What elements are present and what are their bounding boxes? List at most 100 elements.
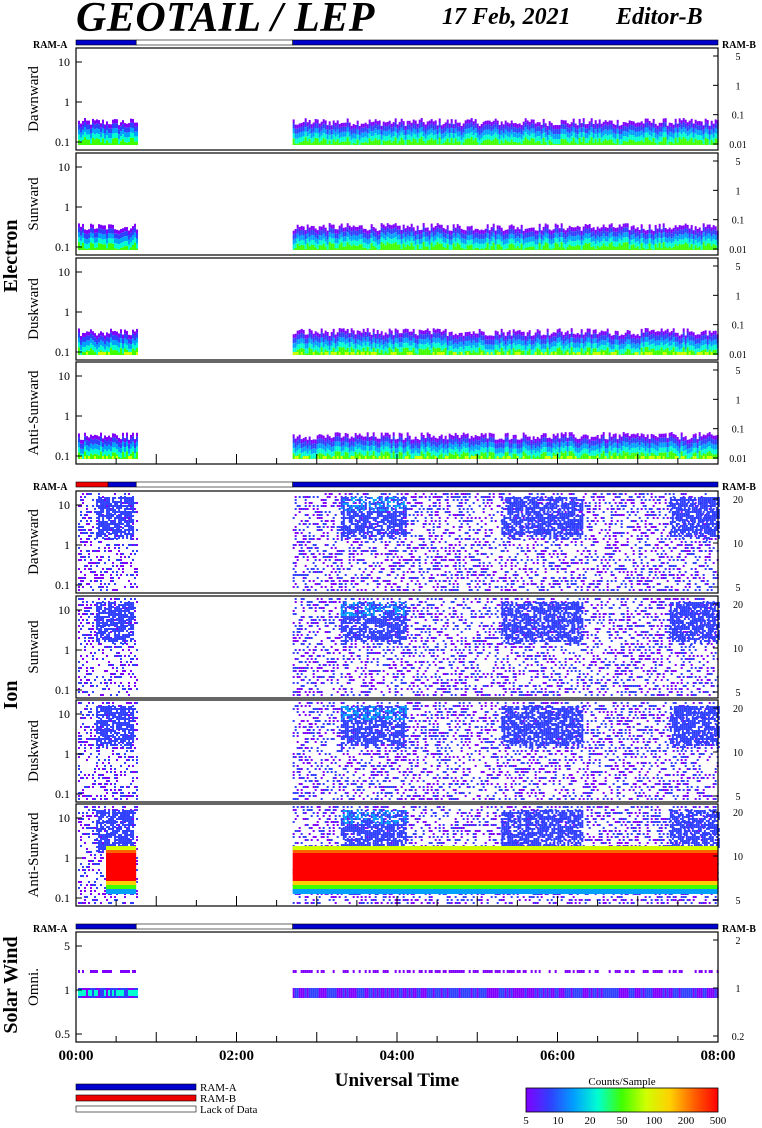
ram-bar-segment <box>76 482 108 487</box>
right-tick-label: 20 <box>733 808 743 819</box>
ion-spectrogram <box>78 806 720 904</box>
right-tick-label: 2 <box>736 936 741 947</box>
right-tick-label: 0.1 <box>732 216 745 227</box>
panel-ylabel: Sunward <box>26 620 42 674</box>
left-tick-label: 10 <box>58 160 70 174</box>
left-tick-label: 0.1 <box>55 240 70 254</box>
left-tick-label: 1 <box>64 983 70 997</box>
right-tick-label: 5 <box>736 157 741 168</box>
x-tick-label: 02:00 <box>219 1048 254 1064</box>
panel-ylabel: Dawnward <box>26 509 42 575</box>
group-label: Solar Wind <box>0 936 22 1033</box>
ram-bar-segment <box>136 40 292 45</box>
ion-spectrogram <box>78 702 720 800</box>
left-tick-label: 0.1 <box>55 345 70 359</box>
ram-bar-segment <box>136 924 292 929</box>
electron-spectrogram <box>78 432 719 459</box>
left-tick-label: 10 <box>58 55 70 69</box>
panel-ylabel: Dawnward <box>26 66 42 132</box>
left-tick-label: 1 <box>64 95 70 109</box>
left-tick-label: 0.5 <box>55 1027 70 1041</box>
right-tick-label: 1 <box>736 186 741 197</box>
right-tick-label: 5 <box>736 52 741 63</box>
right-tick-label: 5 <box>736 583 741 594</box>
right-tick-label: 0.1 <box>732 111 745 122</box>
ram-label-right: RAM-B <box>722 482 756 493</box>
colorbar-tick-label: 500 <box>710 1115 727 1127</box>
right-tick-label: 0.1 <box>732 321 745 332</box>
panel-ylabel: Omni. <box>26 968 42 1006</box>
ram-bar-segment <box>76 924 136 929</box>
right-tick-label: 0.01 <box>729 140 747 151</box>
left-tick-label: 10 <box>58 498 70 512</box>
ion-spectrogram <box>78 598 720 696</box>
ram-bar-segment <box>293 924 718 929</box>
left-tick-label: 0.1 <box>55 135 70 149</box>
left-tick-label: 1 <box>64 409 70 423</box>
legend-swatch <box>76 1095 196 1101</box>
colorbar <box>526 1088 718 1112</box>
x-tick-label: 08:00 <box>701 1048 736 1064</box>
left-tick-label: 5 <box>64 939 70 953</box>
left-tick-label: 1 <box>64 851 70 865</box>
left-tick-label: 1 <box>64 305 70 319</box>
group-label: Ion <box>0 681 22 710</box>
right-tick-label: 5 <box>736 896 741 907</box>
panel-ylabel: Anti-Sunward <box>26 812 42 897</box>
right-tick-label: 1 <box>736 291 741 302</box>
solarwind-spectrogram <box>78 970 719 998</box>
panel-ylabel: Duskward <box>26 278 42 340</box>
left-tick-label: 0.1 <box>55 787 70 801</box>
right-tick-label: 10 <box>733 852 743 863</box>
ram-label-right: RAM-B <box>722 40 756 51</box>
right-tick-label: 0.01 <box>729 454 747 465</box>
colorbar-title: Counts/Sample <box>588 1076 655 1088</box>
colorbar-tick-label: 100 <box>646 1115 663 1127</box>
ram-bar-segment <box>108 482 136 487</box>
ion-spectrogram <box>78 493 720 591</box>
right-tick-label: 0.2 <box>732 1032 745 1043</box>
right-tick-label: 5 <box>736 366 741 377</box>
legend-swatch <box>76 1084 196 1090</box>
ram-bar-segment <box>293 482 718 487</box>
ram-label-right: RAM-B <box>722 924 756 935</box>
left-tick-label: 10 <box>58 811 70 825</box>
right-tick-label: 5 <box>736 262 741 273</box>
group-label: Electron <box>0 220 22 293</box>
ram-label-left: RAM-A <box>33 924 68 935</box>
left-tick-label: 0.1 <box>55 891 70 905</box>
right-tick-label: 1 <box>736 395 741 406</box>
ram-bar-segment <box>136 482 292 487</box>
colorbar-tick-label: 5 <box>523 1115 529 1127</box>
left-tick-label: 0.1 <box>55 449 70 463</box>
left-tick-label: 10 <box>58 369 70 383</box>
colorbar-tick-label: 20 <box>585 1115 597 1127</box>
panel-frame <box>76 932 718 1042</box>
left-tick-label: 1 <box>64 643 70 657</box>
right-tick-label: 20 <box>733 704 743 715</box>
right-tick-label: 20 <box>733 600 743 611</box>
colorbar-tick-label: 200 <box>678 1115 695 1127</box>
right-tick-label: 10 <box>733 644 743 655</box>
electron-spectrogram <box>78 118 719 145</box>
left-tick-label: 1 <box>64 538 70 552</box>
x-tick-label: 00:00 <box>59 1048 94 1064</box>
right-tick-label: 1 <box>736 81 741 92</box>
left-tick-label: 1 <box>64 200 70 214</box>
right-tick-label: 1 <box>736 984 741 995</box>
x-tick-label: 06:00 <box>540 1048 575 1064</box>
panel-ylabel: Sunward <box>26 177 42 231</box>
ram-label-left: RAM-A <box>33 482 68 493</box>
ram-bar-segment <box>76 40 136 45</box>
right-tick-label: 0.01 <box>729 350 747 361</box>
left-tick-label: 10 <box>58 265 70 279</box>
legend-swatch <box>76 1106 196 1112</box>
left-tick-label: 1 <box>64 747 70 761</box>
left-tick-label: 0.1 <box>55 578 70 592</box>
legend-label: Lack of Data <box>200 1104 258 1116</box>
right-tick-label: 0.1 <box>732 425 745 436</box>
left-tick-label: 10 <box>58 603 70 617</box>
panel-ylabel: Duskward <box>26 720 42 782</box>
electron-spectrogram <box>78 328 719 355</box>
